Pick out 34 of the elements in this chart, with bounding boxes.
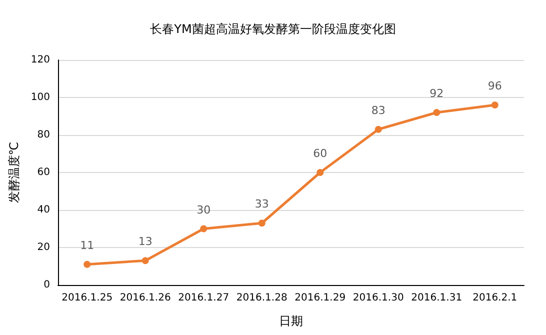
x-tick-label: 2016.1.30	[352, 292, 404, 304]
point	[316, 169, 324, 176]
data-label: 83	[371, 104, 386, 117]
data-label: 30	[196, 203, 211, 216]
x-tick-label: 2016.1.25	[62, 292, 113, 304]
y-tick-label: 60	[37, 167, 50, 178]
point	[491, 102, 498, 108]
point	[433, 109, 440, 116]
point	[258, 220, 266, 227]
y-tick-label: 20	[37, 242, 50, 253]
y-tick-label: 0	[44, 280, 50, 290]
data-label: 33	[254, 198, 269, 211]
data-label: 11	[80, 238, 94, 252]
point	[84, 260, 91, 268]
y-tick-label: 100	[30, 92, 50, 103]
chart-title: 长春YM菌超高温好氧发酵第一阶段温度变化图	[150, 22, 396, 36]
y-tick-label: 120	[30, 54, 50, 66]
x-tick-label: 2016.1.28	[236, 292, 288, 304]
point	[142, 257, 149, 264]
x-tick-label: 2016.1.27	[178, 292, 230, 304]
x-tick-label: 2016.1.31	[411, 292, 462, 304]
data-label: 96	[488, 80, 502, 92]
x-axis-title: 日期	[278, 314, 303, 328]
data-label: 13	[138, 235, 152, 248]
y-tick-label: 40	[37, 204, 50, 216]
y-tick-label: 80	[37, 130, 50, 140]
data-label: 92	[430, 87, 444, 100]
point	[374, 126, 382, 133]
data-label: 60	[313, 147, 328, 160]
x-tick-label: 2016.2.1	[472, 292, 518, 304]
point	[200, 225, 208, 232]
y-axis-title: 发酵温度℃	[7, 142, 21, 204]
x-tick-label: 2016.1.26	[120, 292, 171, 304]
x-tick-label: 2016.1.29	[294, 292, 346, 304]
